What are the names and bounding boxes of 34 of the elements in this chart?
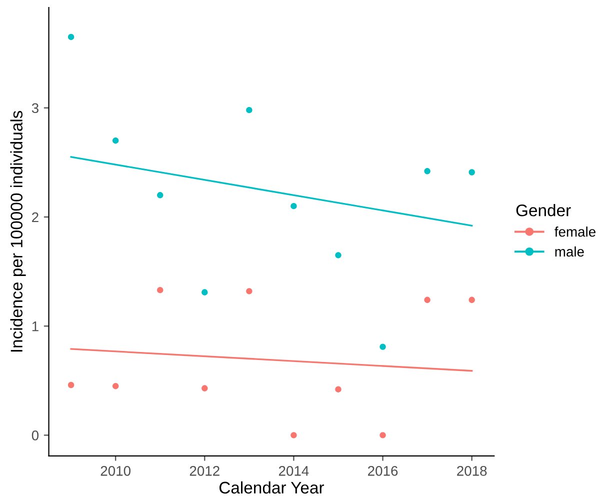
point <box>68 382 74 388</box>
point <box>112 138 119 144</box>
legend-title: Gender <box>516 204 571 216</box>
point <box>468 296 475 304</box>
point <box>112 382 119 390</box>
point <box>202 385 208 392</box>
x-tick-label: 2012 <box>190 466 220 476</box>
point <box>424 296 430 304</box>
y-tick-label: 0 <box>32 430 39 440</box>
x-tick-label: 2016 <box>368 466 398 476</box>
y-tick-label: 3 <box>32 103 38 114</box>
point <box>424 168 430 174</box>
y-axis-title: Incidence per 100000 individuals <box>10 110 26 352</box>
point <box>468 169 475 176</box>
point <box>157 192 164 198</box>
y-tick-label: 2 <box>32 212 38 222</box>
x-tick-label: 2014 <box>278 466 309 476</box>
point <box>335 386 342 392</box>
point <box>290 202 297 210</box>
point <box>290 432 297 438</box>
y-tick-label: 1 <box>32 322 38 332</box>
point <box>68 34 74 40</box>
point <box>335 252 342 258</box>
point <box>380 344 386 350</box>
point <box>202 289 208 296</box>
point <box>157 286 164 294</box>
legend-label: female <box>554 226 596 237</box>
x-tick-label: 2018 <box>457 466 487 476</box>
legend-label: male <box>555 246 584 257</box>
point <box>246 106 252 114</box>
x-axis-title: Calendar Year <box>219 481 324 494</box>
x-tick-label: 2010 <box>100 466 130 476</box>
point <box>246 288 252 294</box>
point <box>380 432 386 438</box>
